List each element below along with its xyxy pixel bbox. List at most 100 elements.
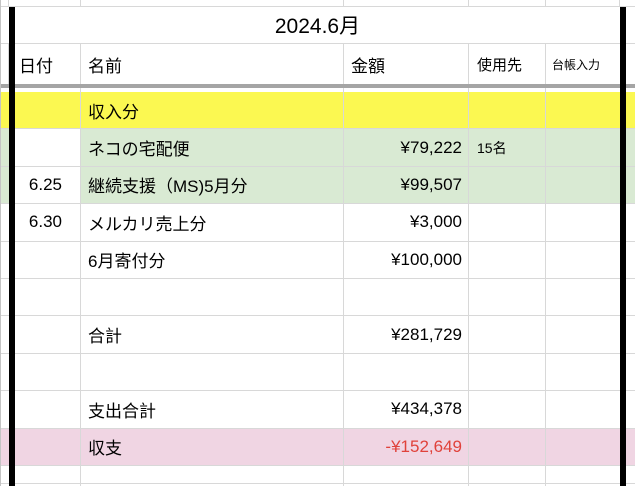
table-row: 合計 ¥281,729 <box>0 316 635 354</box>
cell-amount[interactable] <box>344 278 469 317</box>
cell-ledger[interactable] <box>546 353 620 392</box>
gap-cell <box>469 88 546 92</box>
table-right-border <box>620 88 626 92</box>
table-right-border <box>620 129 626 167</box>
cell-usage[interactable] <box>469 391 546 429</box>
header-cell-amount[interactable]: 金額 <box>344 44 469 84</box>
cell-usage[interactable] <box>469 204 546 242</box>
row-right-sliver <box>626 278 635 317</box>
bottom-cell <box>81 465 344 484</box>
table-left-border <box>9 428 15 466</box>
table-row: 収支 -¥152,649 <box>0 428 635 466</box>
table-row: 収入分 <box>0 92 635 130</box>
row-left-sliver <box>0 241 9 279</box>
cell-name[interactable]: ネコの宅配便 <box>81 129 344 167</box>
cell-usage[interactable] <box>469 92 546 130</box>
bottom-cell <box>469 465 546 484</box>
cell-usage[interactable] <box>469 353 546 392</box>
cell-date[interactable] <box>15 353 81 392</box>
cell-usage[interactable] <box>469 166 546 205</box>
cell-ledger[interactable] <box>546 391 620 429</box>
cell-name[interactable]: 6月寄付分 <box>81 241 344 279</box>
cell-ledger[interactable] <box>546 204 620 242</box>
cell-date[interactable] <box>15 428 81 466</box>
bottom-cell <box>626 483 635 486</box>
table-left-border <box>9 204 15 242</box>
cell-date[interactable] <box>15 129 81 167</box>
cell-name[interactable]: 支出合計 <box>81 391 344 429</box>
gap-cell <box>546 88 620 92</box>
row-right-sliver <box>626 92 635 130</box>
cell-name[interactable] <box>81 278 344 317</box>
table-row <box>0 353 635 392</box>
partial-bottom-row <box>0 465 635 484</box>
strip-cell <box>15 0 81 7</box>
cell-usage[interactable] <box>469 278 546 317</box>
cell-amount[interactable]: ¥3,000 <box>344 204 469 242</box>
header-cell-ledger[interactable]: 台帳入力 <box>546 44 620 84</box>
cell-date[interactable] <box>15 316 81 354</box>
cell-usage[interactable] <box>469 316 546 354</box>
cell-amount[interactable] <box>344 353 469 392</box>
cell-name[interactable]: 合計 <box>81 316 344 354</box>
cell-ledger[interactable] <box>546 241 620 279</box>
cell-ledger[interactable] <box>546 316 620 354</box>
table-left-border <box>9 241 15 279</box>
row-left-sliver <box>0 316 9 354</box>
row-left-sliver <box>0 353 9 392</box>
cell-amount[interactable]: -¥152,649 <box>344 428 469 466</box>
table-row <box>0 278 635 317</box>
table-left-border <box>9 465 15 484</box>
cell-ledger[interactable] <box>546 428 620 466</box>
cell-name[interactable]: 継続支援（MS)5月分 <box>81 166 344 205</box>
row-right-sliver <box>626 391 635 429</box>
table-left-border <box>9 391 15 429</box>
cell-ledger[interactable] <box>546 92 620 130</box>
cell-ledger[interactable] <box>546 129 620 167</box>
table-right-border <box>620 278 626 317</box>
row-left-sliver <box>0 278 9 317</box>
cell-name[interactable]: メルカリ売上分 <box>81 204 344 242</box>
table-left-border <box>9 92 15 130</box>
cell-date[interactable]: 6.30 <box>15 204 81 242</box>
row-right-sliver <box>626 316 635 354</box>
left-gridline <box>0 0 1 486</box>
cell-amount[interactable]: ¥434,378 <box>344 391 469 429</box>
header-left-sliver <box>0 44 9 84</box>
cell-ledger[interactable] <box>546 278 620 317</box>
cell-name[interactable]: 収入分 <box>81 92 344 130</box>
cell-name[interactable] <box>81 353 344 392</box>
strip-cell <box>620 0 626 7</box>
partial-bottom-row-2 <box>0 483 635 486</box>
cell-amount[interactable]: ¥99,507 <box>344 166 469 205</box>
cell-ledger[interactable] <box>546 166 620 205</box>
cell-date[interactable] <box>15 241 81 279</box>
cell-usage[interactable] <box>469 428 546 466</box>
cell-amount[interactable] <box>344 92 469 130</box>
header-cell-usage[interactable]: 使用先 <box>469 44 546 84</box>
cell-usage[interactable] <box>469 241 546 279</box>
cell-amount[interactable]: ¥281,729 <box>344 316 469 354</box>
table-right-border <box>620 391 626 429</box>
cell-amount[interactable]: ¥100,000 <box>344 241 469 279</box>
cell-amount[interactable]: ¥79,222 <box>344 129 469 167</box>
sheet-title-cell[interactable]: 2024.6月 <box>15 7 620 44</box>
cell-usage[interactable]: 15名 <box>469 129 546 167</box>
table-right-border <box>620 483 626 486</box>
table-row: 6.25 継続支援（MS)5月分 ¥99,507 <box>0 166 635 205</box>
header-cell-name[interactable]: 名前 <box>81 44 344 84</box>
table-right-border <box>620 84 626 88</box>
cell-name[interactable]: 収支 <box>81 428 344 466</box>
title-left-sliver <box>0 7 9 44</box>
header-cell-date[interactable]: 日付 <box>15 44 81 84</box>
table-right-border <box>620 316 626 354</box>
cell-date[interactable] <box>15 391 81 429</box>
cell-date[interactable]: 6.25 <box>15 166 81 205</box>
strip-cell <box>0 0 9 7</box>
header-row: 日付 名前 金額 使用先 台帳入力 <box>0 44 635 84</box>
row-right-sliver <box>626 129 635 167</box>
table-left-border <box>9 483 15 486</box>
cell-date[interactable] <box>15 92 81 130</box>
cell-date[interactable] <box>15 278 81 317</box>
row-left-sliver <box>0 92 9 130</box>
